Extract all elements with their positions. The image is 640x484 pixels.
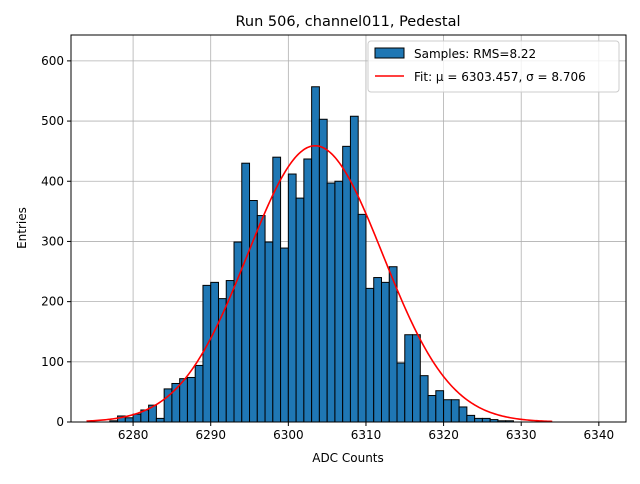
- legend-fit-label: Fit: μ = 6303.457, σ = 8.706: [414, 70, 586, 84]
- histogram-bar: [373, 277, 382, 423]
- histogram-bar: [202, 284, 212, 423]
- y-tick-label: 400: [41, 174, 64, 188]
- y-tick-label: 300: [41, 234, 64, 248]
- y-tick-label: 200: [41, 295, 64, 309]
- histogram-bar: [194, 364, 204, 423]
- histogram-bar: [280, 247, 289, 423]
- histogram-bar: [272, 156, 282, 423]
- histogram-bar: [388, 266, 398, 423]
- fit-curve: [86, 144, 553, 423]
- histogram-bars: [109, 86, 514, 423]
- histogram-bar: [303, 158, 313, 423]
- histogram-bar: [380, 281, 390, 423]
- y-tick-label: 0: [56, 415, 64, 429]
- x-tick-label: 6300: [273, 428, 304, 442]
- histogram-bar: [450, 399, 460, 423]
- histogram-bar: [466, 414, 476, 423]
- histogram-bar: [435, 390, 445, 423]
- x-tick-label: 6320: [428, 428, 459, 442]
- histogram-bar: [443, 399, 452, 423]
- histogram-bar: [396, 362, 406, 423]
- histogram-bar: [217, 298, 227, 423]
- legend-histogram-swatch: [374, 47, 405, 59]
- histogram-bar: [427, 395, 437, 423]
- histogram-bar: [365, 287, 375, 423]
- chart-title: Run 506, channel011, Pedestal: [235, 14, 460, 30]
- x-tick-label: 6310: [351, 428, 382, 442]
- x-tick-label: 6340: [584, 428, 615, 442]
- histogram-bar: [404, 334, 414, 423]
- histogram-bar: [318, 118, 328, 423]
- histogram-bar: [241, 162, 251, 423]
- y-tick-label: 100: [41, 355, 64, 369]
- y-tick-label: 600: [41, 54, 64, 68]
- legend: Samples: RMS=8.22 Fit: μ = 6303.457, σ =…: [367, 40, 620, 93]
- histogram-bar: [326, 182, 336, 423]
- histogram-bar: [287, 173, 297, 423]
- histogram-bar: [233, 241, 243, 423]
- histogram-bar: [295, 197, 305, 423]
- histogram-bar: [179, 378, 188, 423]
- plot-frame: [70, 34, 627, 423]
- y-axis-ticks: 0 100 200 300 400 500 600: [41, 54, 71, 429]
- histogram-bar: [474, 417, 483, 423]
- histogram-bar: [311, 86, 320, 423]
- x-tick-label: 6280: [118, 428, 149, 442]
- histogram-bar: [357, 213, 367, 423]
- legend-histogram-label: Samples: RMS=8.22: [414, 47, 536, 61]
- histogram-bar: [481, 417, 491, 423]
- histogram-bar: [334, 180, 344, 423]
- histogram-bar: [412, 334, 421, 423]
- histogram-bar: [458, 406, 468, 423]
- legend-box: [367, 40, 620, 93]
- histogram-bar: [342, 145, 351, 423]
- histogram-bar: [124, 417, 134, 423]
- x-axis-ticks: 6280 6290 6300 6310 6320 6330 6340: [118, 422, 614, 442]
- histogram-bar: [186, 376, 196, 423]
- x-tick-label: 6290: [195, 428, 226, 442]
- histogram-bar: [419, 375, 429, 423]
- histogram-bar: [210, 281, 219, 423]
- x-axis-label: ADC Counts: [312, 451, 384, 465]
- histogram-bar: [349, 115, 359, 423]
- histogram-bar: [256, 215, 266, 423]
- y-tick-label: 500: [41, 114, 64, 128]
- x-tick-label: 6330: [506, 428, 537, 442]
- histogram-bar: [155, 417, 165, 423]
- histogram-bar: [264, 241, 274, 423]
- y-axis-label: Entries: [15, 207, 29, 249]
- histogram-bar: [132, 413, 142, 423]
